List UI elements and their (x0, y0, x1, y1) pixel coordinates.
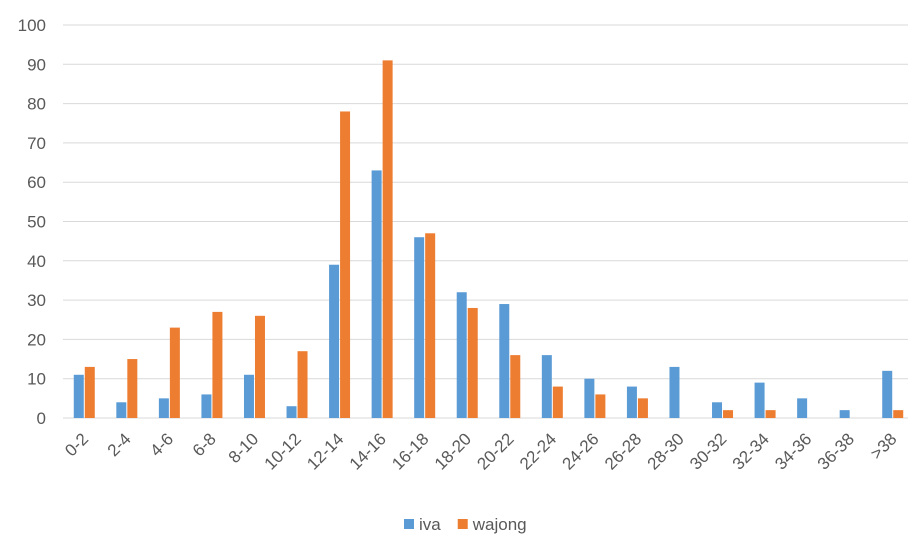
legend-label-iva: iva (419, 515, 441, 534)
bar-iva-18-20 (456, 292, 467, 418)
y-tick-label: 90 (27, 55, 46, 74)
bar-wajong-8-10 (254, 315, 265, 418)
x-tick-label: 20-22 (473, 429, 517, 473)
bar-wajong-2-4 (127, 359, 138, 418)
x-tick-label: 4-6 (146, 429, 177, 460)
x-tick-label: 6-8 (189, 429, 220, 460)
x-tick-label: 28-30 (644, 429, 688, 473)
bar-iva-26-28 (626, 386, 637, 418)
bar-iva-20-22 (499, 304, 510, 418)
bar-iva-32-34 (754, 382, 765, 418)
bar-wajong-24-26 (595, 394, 606, 418)
x-tick-label: 34-36 (771, 429, 815, 473)
x-tick-label: 12-14 (303, 429, 347, 473)
bar-wajong-6-8 (212, 311, 223, 418)
legend-swatch-iva (404, 519, 414, 529)
y-tick-label: 40 (27, 252, 46, 271)
y-tick-label: 70 (27, 134, 46, 153)
bar-iva-8-10 (243, 374, 254, 418)
bar-wajong-14-16 (382, 60, 393, 419)
x-tick-label: 26-28 (601, 429, 645, 473)
bar-wajong-4-6 (169, 327, 180, 418)
legend: iva wajong (404, 515, 527, 534)
bar-iva-10-12 (286, 406, 297, 418)
bar-wajong-12-14 (340, 111, 351, 419)
x-tick-label: 14-16 (346, 429, 390, 473)
bar-iva-2-4 (116, 402, 127, 418)
bar-wajong-20-22 (510, 355, 521, 418)
y-tick-label: 0 (37, 409, 46, 428)
bar-wajong-0-2 (84, 366, 95, 418)
y-tick-label: 50 (27, 213, 46, 232)
y-tick-label: 100 (18, 16, 46, 35)
y-tick-label: 80 (27, 95, 46, 114)
bars (73, 60, 904, 419)
x-tick-label: 36-38 (814, 429, 858, 473)
gridlines (63, 24, 908, 419)
legend-label-wajong: wajong (472, 515, 527, 534)
bar-iva-4-6 (158, 398, 169, 418)
bar-wajong-18-20 (467, 307, 478, 418)
bar-wajong-22-24 (552, 386, 563, 418)
x-tick-label: 10-12 (261, 429, 305, 473)
y-tick-label: 20 (27, 330, 46, 349)
x-tick-label: 0-2 (61, 429, 92, 460)
bar-iva-12-14 (329, 264, 340, 418)
bar-iva-6-8 (201, 394, 212, 418)
x-tick-label: 24-26 (559, 429, 603, 473)
x-tick-label: >38 (867, 429, 901, 463)
y-tick-label: 30 (27, 291, 46, 310)
bar-iva-34-36 (797, 398, 808, 418)
bar-iva-22-24 (541, 355, 552, 418)
bar-wajong->38 (893, 410, 904, 418)
bar-iva-36-38 (839, 410, 850, 418)
y-tick-label: 10 (27, 370, 46, 389)
x-tick-label: 2-4 (104, 429, 135, 460)
y-tick-label: 60 (27, 173, 46, 192)
bar-wajong-10-12 (297, 351, 308, 418)
x-tick-label: 30-32 (686, 429, 730, 473)
bar-wajong-32-34 (765, 410, 776, 418)
bar-iva-0-2 (73, 374, 84, 418)
x-tick-label: 8-10 (225, 429, 262, 466)
bar-wajong-16-18 (425, 233, 436, 418)
x-tick-label: 22-24 (516, 429, 560, 473)
x-axis-tick-labels: 0-2 2-4 4-6 6-8 8-1010-1212-1414-1616-1818-2… (61, 429, 900, 473)
bar-iva-30-32 (712, 402, 723, 418)
legend-swatch-wajong (457, 519, 468, 529)
bar-wajong-30-32 (723, 410, 734, 418)
x-tick-label: 16-18 (388, 429, 432, 473)
bar-iva-14-16 (371, 170, 382, 418)
x-tick-label: 18-20 (431, 429, 475, 473)
bar-wajong-26-28 (637, 398, 648, 418)
bar-iva-28-30 (669, 366, 680, 418)
bar-iva-16-18 (414, 237, 425, 418)
bar-iva-24-26 (584, 378, 595, 418)
x-tick-label: 32-34 (729, 429, 773, 473)
y-axis-tick-labels: 0 10 20 30 40 50 60 70 80 90 100 (18, 16, 46, 428)
bar-iva->38 (882, 370, 893, 418)
